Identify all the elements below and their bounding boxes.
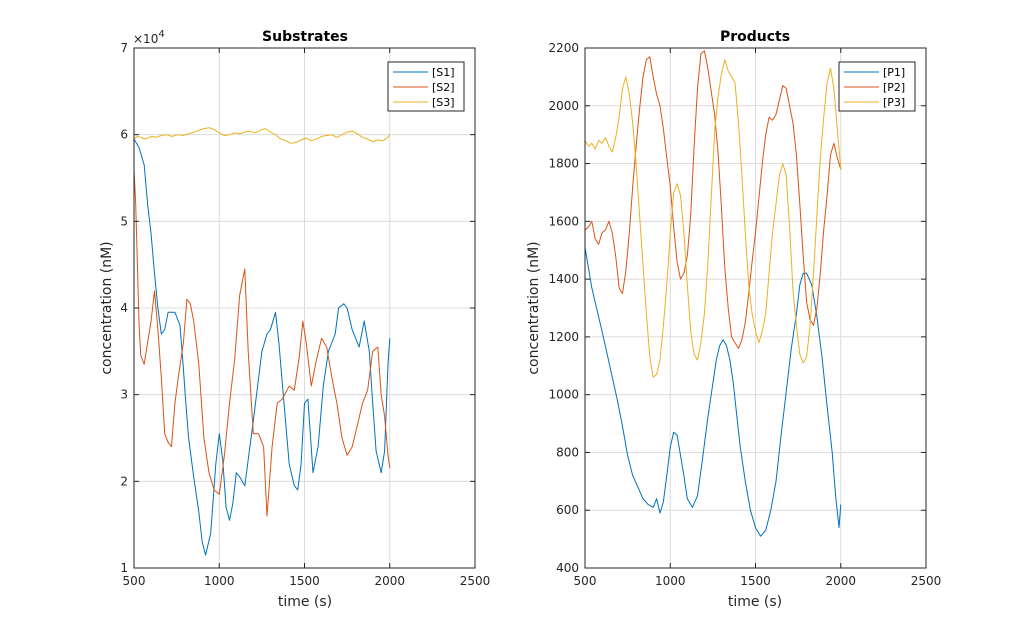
substrates-y-tick-label: 4 — [120, 301, 128, 315]
substrates-series-line-2 — [133, 169, 391, 517]
products-x-tick-label: 1500 — [740, 574, 771, 588]
substrates-x-tick-label: 1000 — [204, 574, 235, 588]
products-x-tick-label: 500 — [574, 574, 597, 588]
substrates-x-tick-label: 500 — [123, 574, 146, 588]
products-y-tick-label: 1200 — [548, 330, 579, 344]
substrates-y-exponent: ×104 — [133, 29, 165, 46]
products-legend: [P1] [P2] [P3] — [838, 61, 916, 112]
products-x-tick-label: 1000 — [655, 574, 686, 588]
substrates-x-tick-label: 2000 — [374, 574, 405, 588]
substrates-legend: [S1] [S2] [S3] — [387, 61, 465, 112]
substrates-y-tick-label: 3 — [120, 388, 128, 402]
products-y-tick-label: 800 — [556, 445, 579, 459]
products-y-tick-label: 2200 — [548, 41, 579, 55]
products-y-tick-label: 2000 — [548, 99, 579, 113]
products-x-tick-label: 2500 — [911, 574, 942, 588]
substrates-y-tick-label: 5 — [120, 214, 128, 228]
products-panel: 500 1000 1500 2000 2500 400 600 800 1000 1200 1400… — [526, 29, 941, 610]
substrates-y-tick-label: 7 — [120, 41, 128, 55]
substrates-panel: 500 1000 1500 2000 2500 1 2 3 4 5 6 7 [S1] [S2] [S3] Su… — [99, 29, 490, 610]
products-legend-label-1: [P1] — [883, 66, 905, 79]
substrates-y-axis-label: concentration (nM) — [99, 241, 115, 374]
products-series-line-2 — [584, 50, 842, 349]
products-y-tick-label: 1600 — [548, 214, 579, 228]
products-legend-label-3: [P3] — [883, 96, 905, 109]
substrates-legend-label-2: [S2] — [432, 81, 455, 94]
substrates-legend-label-1: [S1] — [432, 66, 455, 79]
products-legend-label-2: [P2] — [883, 81, 905, 94]
products-y-tick-label: 1000 — [548, 388, 579, 402]
substrates-y-tick-label: 1 — [120, 561, 128, 575]
substrates-series-line-3 — [133, 127, 391, 144]
products-series-line-3 — [584, 59, 842, 378]
products-series-line-1 — [584, 247, 842, 537]
substrates-x-tick-label: 1500 — [289, 574, 320, 588]
substrates-series-line-1 — [133, 138, 391, 556]
substrates-y-tick-label: 2 — [120, 474, 128, 488]
substrates-x-tick-label: 2500 — [460, 574, 491, 588]
products-y-axis-label: concentration (nM) — [526, 241, 542, 374]
substrates-x-axis-label: time (s) — [278, 594, 332, 610]
products-y-tick-label: 600 — [556, 503, 579, 517]
products-y-tick-label: 1400 — [548, 272, 579, 286]
substrates-legend-label-3: [S3] — [432, 96, 455, 109]
substrates-title: Substrates — [262, 29, 348, 45]
substrates-y-tick-label: 6 — [120, 128, 128, 142]
products-x-axis-label: time (s) — [728, 594, 782, 610]
products-y-tick-label: 1800 — [548, 157, 579, 171]
products-title: Products — [720, 29, 790, 45]
products-y-tick-label: 400 — [556, 561, 579, 575]
products-x-tick-label: 2000 — [825, 574, 856, 588]
